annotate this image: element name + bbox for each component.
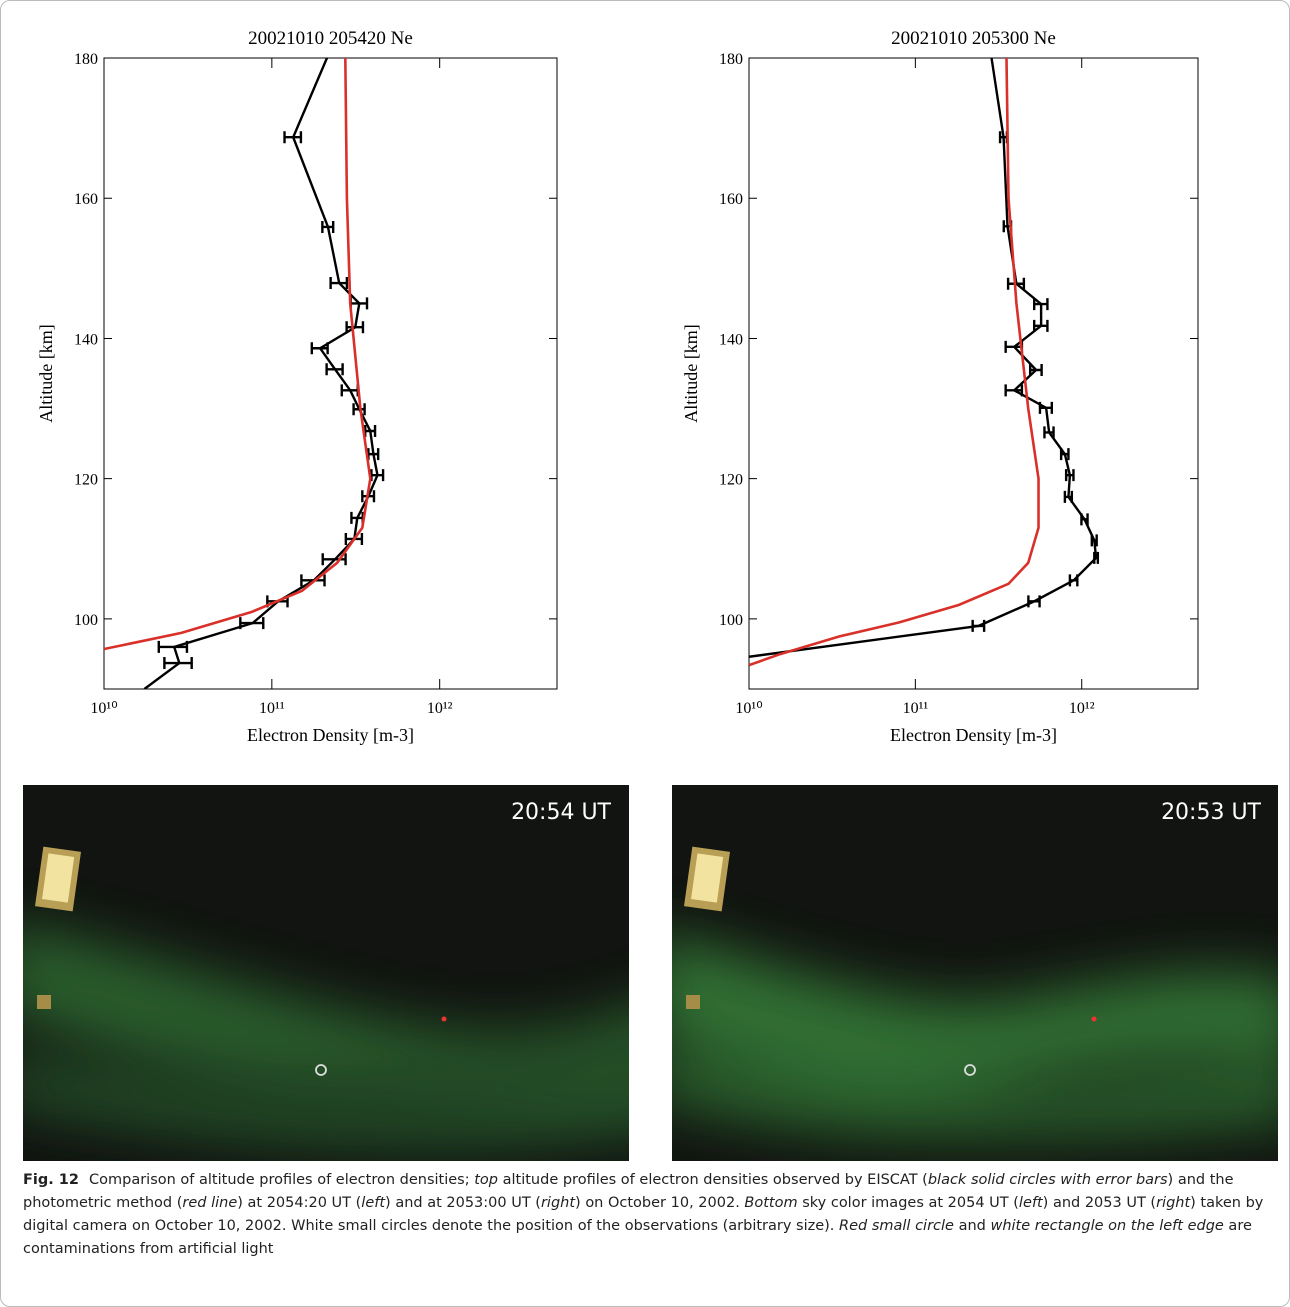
plot-frame xyxy=(103,57,558,690)
y-axis-label: Altitude [km] xyxy=(36,324,56,422)
caption-text: ) and the photometric method ( xyxy=(23,1172,1234,1211)
caption-text: white rectangle on the left edge xyxy=(990,1218,1224,1234)
photo-time: 20:54 UT xyxy=(511,800,611,825)
y-tick-label: 100 xyxy=(719,612,743,629)
chart-title: 20021010 205300 Ne xyxy=(891,28,1056,49)
error-bar xyxy=(1090,534,1098,547)
y-axis-label: Altitude [km] xyxy=(681,324,701,422)
error-bar xyxy=(1093,551,1100,564)
caption-text: and xyxy=(953,1218,991,1234)
y-tick-label: 180 xyxy=(719,51,743,68)
profile-line xyxy=(749,58,1040,667)
photo-left: 20:54 UT xyxy=(23,785,629,1161)
y-tick-label: 120 xyxy=(74,472,98,489)
x-tick-label: 10¹² xyxy=(427,700,453,717)
photo-time: 20:53 UT xyxy=(1161,800,1261,825)
caption-text: ) and at 2053:00 UT ( xyxy=(385,1195,541,1211)
error-bar xyxy=(1027,595,1041,608)
y-tick-label: 180 xyxy=(74,51,98,68)
error-bar xyxy=(1063,490,1074,503)
error-bar xyxy=(1043,426,1055,439)
error-bar xyxy=(329,277,349,290)
charts: 20021010 205420 Ne Electron Density [m-3]… xyxy=(36,28,1199,745)
y-tick-label: 140 xyxy=(74,331,98,348)
error-bar xyxy=(321,553,347,566)
error-bar xyxy=(1068,574,1079,587)
y-tick-label: 160 xyxy=(719,191,743,208)
error-bar xyxy=(352,403,366,416)
caption-text: Red small circle xyxy=(839,1218,954,1234)
caption-text: right xyxy=(1156,1195,1191,1211)
error-bar xyxy=(1080,513,1089,526)
caption-text: ) taken by digital camera on October 10,… xyxy=(23,1195,1264,1234)
plot-area xyxy=(749,58,1100,667)
caption-text: sky color images at 2054 UT ( xyxy=(797,1195,1019,1211)
chart: 20021010 205300 Ne Electron Density [m-3]… xyxy=(681,28,1199,745)
caption-text: red line xyxy=(182,1195,238,1211)
error-bar xyxy=(1028,363,1043,376)
error-bar xyxy=(1059,448,1070,461)
x-axis-label: Electron Density [m-3] xyxy=(890,725,1057,745)
x-tick-label: 10¹⁰ xyxy=(90,700,117,717)
error-bar xyxy=(340,384,359,397)
error-bar xyxy=(163,657,193,670)
caption-text: Bottom xyxy=(744,1195,798,1211)
caption-text: right xyxy=(540,1195,576,1211)
error-bar xyxy=(1033,319,1049,332)
caption: Fig. 12 Comparison of altitude profiles o… xyxy=(23,1169,1273,1261)
x-tick-label: 10¹¹ xyxy=(903,700,929,717)
error-bar xyxy=(1064,469,1075,482)
caption-text: black solid circles with error bars xyxy=(927,1172,1168,1188)
error-bar xyxy=(1004,384,1024,397)
caption-label: Fig. 12 xyxy=(23,1172,79,1188)
x-tick-label: 10¹² xyxy=(1069,700,1095,717)
error-bar xyxy=(310,342,329,355)
caption-text: left xyxy=(361,1195,386,1211)
error-bar xyxy=(239,617,265,630)
plot-area xyxy=(104,58,385,689)
photos: 20:54 UT 20:53 UT xyxy=(23,785,1278,1161)
y-tick-label: 140 xyxy=(719,331,743,348)
caption-text: left xyxy=(1018,1195,1043,1211)
plot-frame xyxy=(748,57,1199,690)
profile-line xyxy=(104,58,372,651)
chart-title: 20021010 205420 Ne xyxy=(248,28,413,49)
photo-right: 20:53 UT xyxy=(672,785,1278,1161)
error-bar xyxy=(1038,401,1054,414)
x-axis-label: Electron Density [m-3] xyxy=(247,725,414,745)
caption-text: are contaminations from artificial light xyxy=(23,1218,1252,1257)
x-tick-label: 10¹¹ xyxy=(259,700,285,717)
error-bar xyxy=(321,220,335,233)
caption-text: altitude profiles of electron densities … xyxy=(498,1172,928,1188)
y-tick-label: 120 xyxy=(719,472,743,489)
error-bar xyxy=(325,363,344,376)
caption-text: top xyxy=(474,1172,498,1188)
error-bar xyxy=(157,640,189,653)
chart: 20021010 205420 Ne Electron Density [m-3]… xyxy=(36,28,558,745)
error-bar xyxy=(283,131,303,144)
profile-line xyxy=(749,58,1098,658)
x-tick-label: 10¹⁰ xyxy=(735,700,762,717)
caption-text: ) and 2053 UT ( xyxy=(1042,1195,1157,1211)
y-tick-label: 100 xyxy=(74,612,98,629)
error-bar xyxy=(971,619,986,632)
caption-text: Comparison of altitude profiles of elect… xyxy=(89,1172,475,1188)
caption-text: ) at 2054:20 UT ( xyxy=(237,1195,362,1211)
error-bar xyxy=(300,574,326,587)
error-bar xyxy=(1033,298,1049,311)
error-bar xyxy=(345,321,365,334)
caption-text: ) on October 10, 2002. xyxy=(575,1195,745,1211)
y-tick-label: 160 xyxy=(74,191,98,208)
